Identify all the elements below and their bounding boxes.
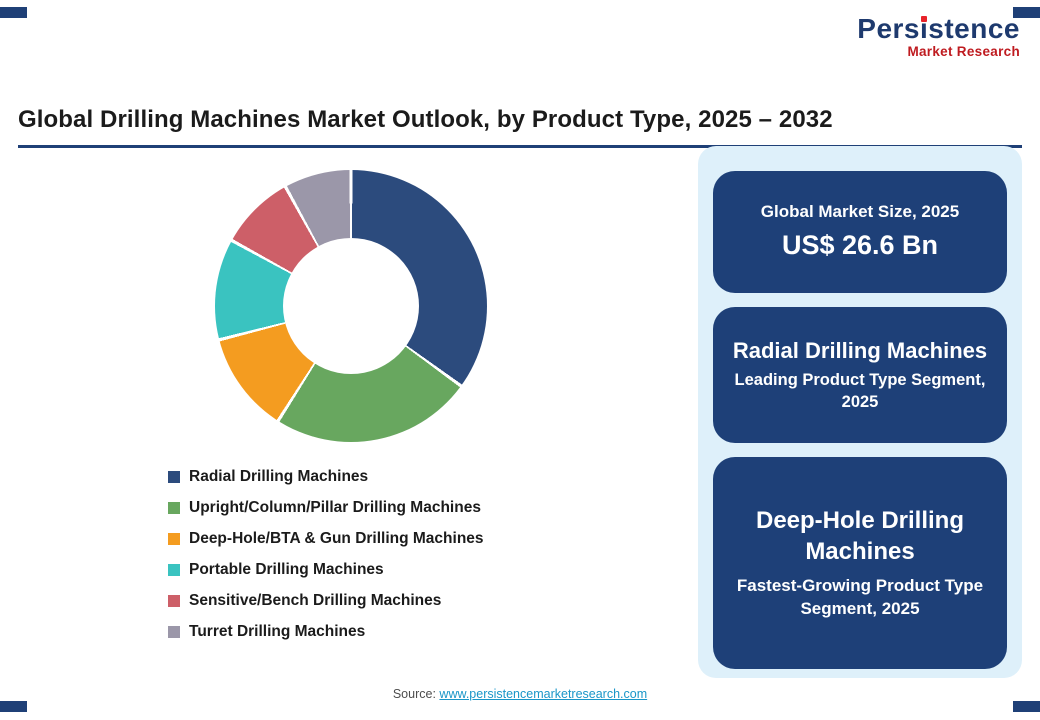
market-size-label: Global Market Size, 2025 (760, 202, 960, 222)
legend-label: Upright/Column/Pillar Drilling Machines (189, 499, 481, 516)
legend-item: Sensitive/Bench Drilling Machines (168, 592, 484, 610)
source-line: Source: www.persistencemarketresearch.co… (0, 687, 1040, 701)
source-link[interactable]: www.persistencemarketresearch.com (439, 687, 648, 701)
market-size-value: US$ 26.6 Bn (781, 229, 939, 260)
legend-item: Deep-Hole/BTA & Gun Drilling Machines (168, 530, 484, 548)
legend-swatch (168, 595, 180, 607)
corner-accent-bottom-left (0, 701, 27, 712)
fastest-growing-label: Fastest-Growing Product Type Segment, 20… (736, 576, 984, 619)
corner-accent-bottom-right (1013, 701, 1040, 712)
legend-item: Upright/Column/Pillar Drilling Machines (168, 499, 484, 517)
corner-accent-top-right (1013, 7, 1040, 18)
leading-segment-label: Leading Product Type Segment, 2025 (734, 371, 986, 411)
logo-text-part1: Pers (857, 13, 920, 44)
legend-label: Sensitive/Bench Drilling Machines (189, 592, 442, 609)
logo-red-dot-i: i (920, 13, 929, 44)
fastest-growing-card: Deep-Hole Drilling Machines Fastest-Grow… (713, 457, 1007, 669)
legend-label: Deep-Hole/BTA & Gun Drilling Machines (189, 530, 484, 547)
legend-label: Turret Drilling Machines (189, 623, 366, 640)
donut-chart (215, 170, 487, 442)
logo-text-part2: stence (928, 13, 1020, 44)
legend-label: Portable Drilling Machines (189, 561, 384, 578)
corner-accent-top-left (0, 7, 27, 18)
legend-swatch (168, 533, 180, 545)
legend-swatch (168, 564, 180, 576)
legend-label: Radial Drilling Machines (189, 468, 369, 485)
highlights-panel: Global Market Size, 2025 US$ 26.6 Bn Rad… (698, 146, 1022, 678)
legend-swatch (168, 502, 180, 514)
logo-wordmark: Persistence (857, 13, 1020, 44)
title-underline: Global Drilling Machines Market Outlook,… (18, 106, 1022, 148)
fastest-growing-name: Deep-Hole Drilling Machines (755, 506, 965, 566)
logo-subtitle: Market Research (907, 44, 1020, 60)
leading-segment-name: Radial Drilling Machines (732, 337, 988, 363)
page-title: Global Drilling Machines Market Outlook,… (18, 106, 833, 133)
legend-item: Portable Drilling Machines (168, 561, 484, 579)
legend-swatch (168, 626, 180, 638)
legend-item: Radial Drilling Machines (168, 468, 484, 486)
company-logo: Persistence Market Research (857, 13, 1020, 60)
source-label: Source: (392, 687, 436, 701)
chart-legend: Radial Drilling Machines Upright/Column/P… (168, 468, 484, 641)
legend-item: Turret Drilling Machines (168, 623, 484, 641)
legend-swatch (168, 471, 180, 483)
leading-segment-card: Radial Drilling Machines Leading Product… (713, 307, 1007, 443)
market-size-card: Global Market Size, 2025 US$ 26.6 Bn (713, 171, 1007, 293)
donut-hole (283, 238, 419, 374)
